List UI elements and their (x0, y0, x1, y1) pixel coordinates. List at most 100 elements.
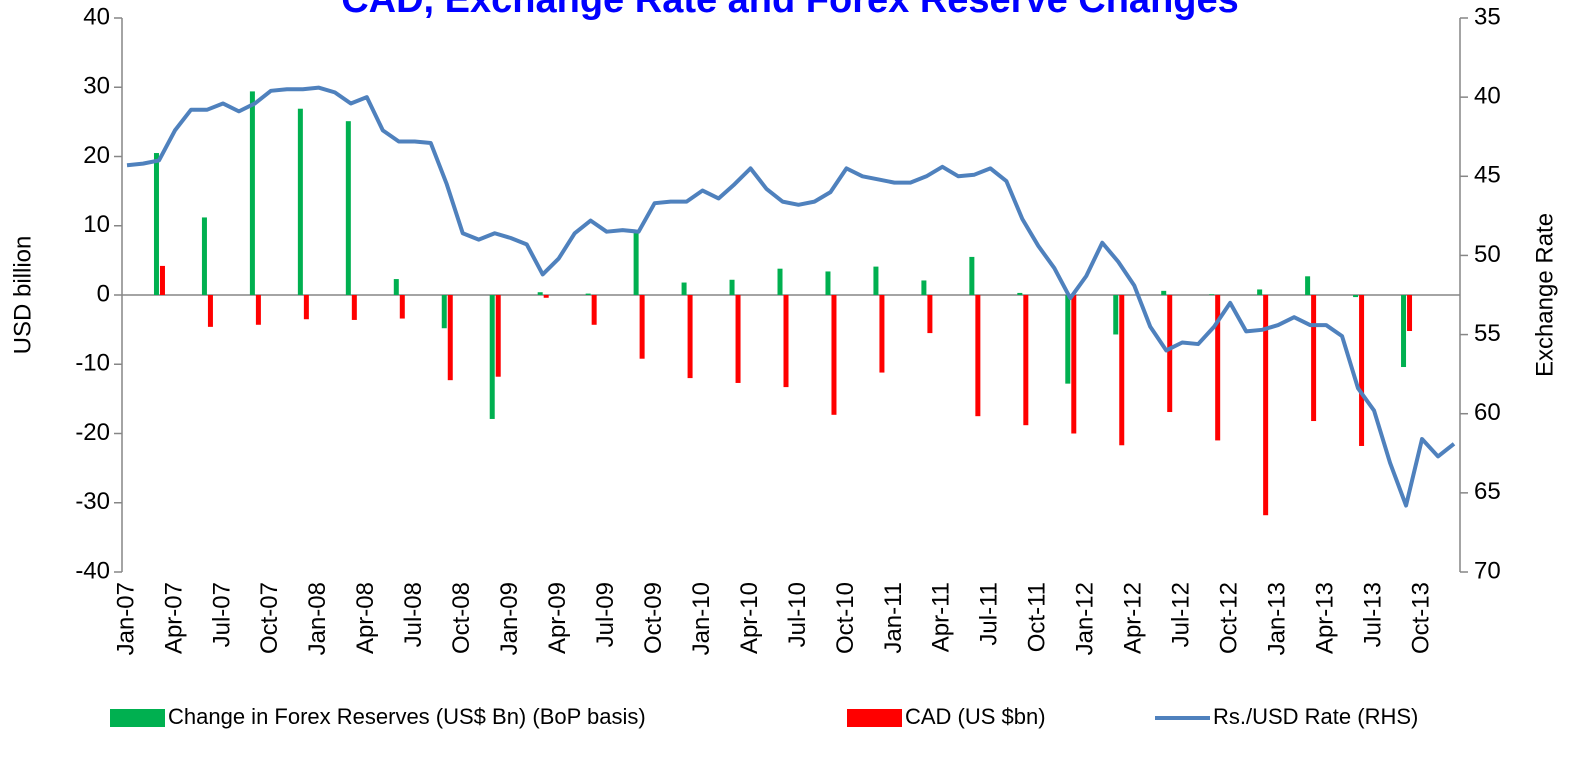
bar (1263, 295, 1269, 516)
bar (255, 295, 261, 325)
bar (639, 295, 645, 359)
y-tick-label: 10 (83, 211, 110, 238)
bar (153, 153, 159, 295)
bar (393, 279, 399, 295)
x-tick-label: Oct-12 (1216, 582, 1243, 654)
x-tick-label: Apr-10 (736, 582, 763, 654)
bar (879, 295, 885, 373)
legend-label: Rs./USD Rate (RHS) (1213, 704, 1418, 729)
y-tick-label: 40 (83, 3, 110, 30)
bar (1215, 295, 1221, 441)
x-tick-label: Apr-13 (1311, 582, 1338, 654)
bar (681, 282, 687, 295)
bar (207, 295, 213, 327)
x-tick-label: Oct-11 (1024, 582, 1051, 652)
bar (927, 295, 933, 334)
bar (297, 108, 303, 295)
x-tick-label: Jan-07 (112, 582, 139, 655)
bar (1407, 295, 1413, 332)
bar (441, 295, 447, 329)
y2-tick-label: 40 (1474, 82, 1501, 109)
bar (687, 295, 693, 379)
bar (345, 121, 351, 296)
bar (825, 271, 831, 295)
x-tick-label: Apr-12 (1120, 582, 1147, 654)
bar (777, 268, 783, 295)
bar (831, 295, 837, 415)
bar (495, 295, 501, 377)
x-tick-label: Jan-12 (1072, 582, 1099, 655)
bar (783, 295, 789, 388)
x-tick-label: Jan-09 (496, 582, 523, 655)
bar (537, 292, 543, 295)
x-tick-label: Apr-08 (352, 582, 379, 654)
line (126, 85, 1456, 508)
bar (975, 295, 981, 417)
y-tick-label: 20 (83, 142, 110, 169)
x-tick-label: Jan-13 (1263, 582, 1290, 655)
y2-tick-label: 55 (1474, 320, 1501, 347)
bar (921, 280, 927, 295)
y2-tick-label: 65 (1474, 478, 1501, 505)
x-tick-label: Jul-10 (784, 582, 811, 647)
bar (249, 91, 255, 295)
bar (351, 295, 357, 320)
bar (201, 217, 207, 295)
y-tick-label: -40 (75, 557, 110, 584)
legend-label: CAD (US $bn) (905, 704, 1046, 729)
x-tick-label: Oct-09 (640, 582, 667, 654)
bar (1071, 295, 1077, 434)
x-tick-label: Jul-11 (976, 582, 1003, 646)
bar (1209, 294, 1215, 295)
x-tick-label: Jan-11 (880, 582, 907, 654)
bar (1311, 295, 1317, 422)
bar (729, 279, 735, 295)
bar (873, 266, 879, 295)
bar (1017, 292, 1023, 295)
y-axis-label: USD billion (9, 236, 36, 355)
legend-label: Change in Forex Reserves (US$ Bn) (BoP b… (168, 704, 646, 729)
bar (585, 293, 591, 295)
legend-swatch (110, 709, 165, 727)
bar (735, 295, 741, 383)
x-tick-label: Oct-07 (256, 582, 283, 654)
bar (969, 256, 975, 295)
bar (303, 295, 309, 320)
y2-tick-label: 35 (1474, 3, 1501, 30)
x-tick-label: Apr-11 (928, 582, 955, 652)
x-tick-label: Oct-10 (832, 582, 859, 654)
bar (1305, 276, 1311, 295)
y2-tick-label: 50 (1474, 241, 1501, 268)
y-tick-label: -30 (75, 488, 110, 515)
x-tick-label: Jul-09 (592, 582, 619, 647)
bar (1257, 289, 1263, 295)
y-tick-label: 30 (83, 73, 110, 100)
y2-tick-label: 60 (1474, 399, 1501, 426)
bar (489, 295, 495, 419)
x-tick-label: Jan-08 (304, 582, 331, 655)
bar (447, 295, 453, 381)
bar (1401, 295, 1407, 368)
x-tick-label: Oct-08 (448, 582, 475, 654)
x-tick-label: Jul-07 (208, 582, 235, 647)
bar (159, 265, 165, 295)
x-tick-label: Apr-09 (544, 582, 571, 654)
x-tick-label: Jul-13 (1359, 582, 1386, 647)
legend-swatch (847, 709, 902, 727)
y2-tick-label: 45 (1474, 162, 1501, 189)
x-tick-label: Jul-08 (400, 582, 427, 647)
y2-axis-label: Exchange Rate (1531, 213, 1558, 377)
y-tick-label: -10 (75, 350, 110, 377)
bar (1023, 295, 1029, 426)
bar (1065, 295, 1071, 384)
bar (1161, 290, 1167, 295)
bar (1359, 295, 1365, 446)
y2-tick-label: 70 (1474, 557, 1501, 584)
x-tick-label: Apr-07 (160, 582, 187, 654)
x-tick-label: Oct-13 (1407, 582, 1434, 654)
y-tick-label: 0 (97, 280, 110, 307)
bar (1353, 295, 1359, 298)
x-tick-label: Jan-10 (688, 582, 715, 655)
chart-title: CAD, Exchange Rate and Forex Reserve Cha… (341, 0, 1239, 21)
